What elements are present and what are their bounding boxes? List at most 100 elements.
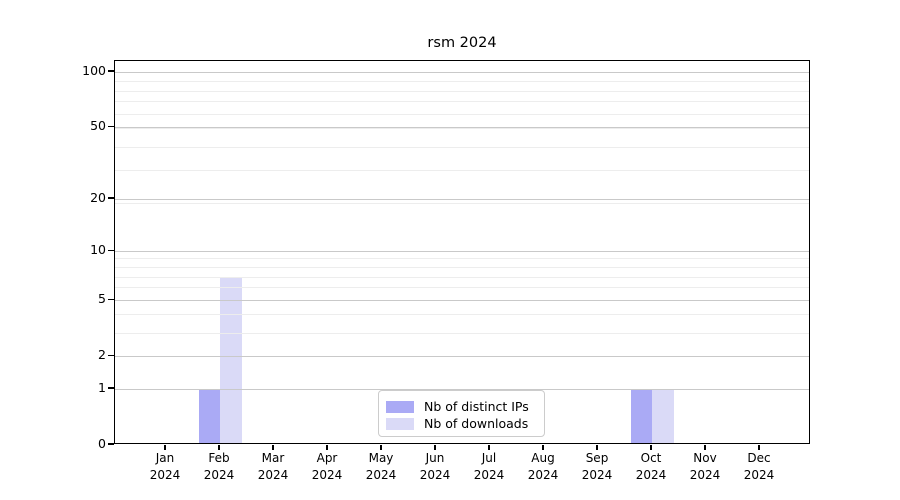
gridline-minor: [115, 72, 809, 74]
x-tick-label-line: 2024: [203, 467, 235, 482]
x-tick-mark: [380, 445, 382, 450]
legend-swatch-downloads: [386, 417, 414, 430]
y-tick-label: 5: [98, 291, 106, 307]
x-tick-mark: [704, 445, 706, 450]
x-tick-mark: [218, 445, 220, 450]
x-tick-label-line: Oct: [640, 451, 662, 465]
y-tick-label: 20: [90, 190, 106, 206]
x-tick-label-line: Aug: [531, 451, 555, 465]
gridline-major: [115, 198, 809, 200]
gridline-minor: [115, 332, 809, 334]
gridline-major: [115, 355, 809, 357]
gridline-minor: [115, 267, 809, 268]
x-tick-label-line: 2024: [473, 467, 505, 482]
x-tick-label-line: 2024: [419, 467, 451, 482]
gridline-minor: [115, 113, 809, 115]
x-tick-label-line: Sep: [585, 451, 609, 465]
gridline-minor: [115, 90, 809, 92]
y-tick-mark: [108, 197, 114, 199]
gridline-minor: [115, 128, 809, 130]
x-tick-label-line: May: [368, 451, 394, 465]
x-tick-label: Feb 2024: [187, 450, 251, 483]
gridline-major: [115, 126, 809, 128]
x-tick-mark: [272, 445, 274, 450]
legend-item-distinct-ips: Nb of distinct IPs: [386, 398, 536, 415]
y-tick-mark: [108, 70, 114, 72]
y-tick-label: 0: [98, 436, 106, 451]
x-tick-label: Dec 2024: [727, 450, 791, 483]
gridline-major: [115, 71, 809, 73]
gridline-minor: [115, 202, 809, 204]
gridline-major: [115, 388, 809, 390]
x-tick-mark: [164, 445, 166, 450]
x-tick-label-line: Apr: [316, 451, 338, 465]
bar-distinct-ips-feb: [198, 389, 220, 443]
legend: Nb of distinct IPs Nb of downloads: [378, 390, 545, 437]
gridline-major: [115, 299, 809, 301]
x-tick-label: Jul 2024: [457, 450, 521, 483]
bar-downloads-feb: [220, 277, 242, 443]
x-tick-label: Oct 2024: [619, 450, 683, 483]
x-tick-label-line: 2024: [743, 467, 775, 482]
x-tick-mark: [434, 445, 436, 450]
y-tick-label: 2: [98, 347, 106, 363]
y-tick-mark: [108, 443, 114, 445]
x-tick-label-line: Nov: [693, 451, 717, 465]
x-tick-label-line: Jun: [425, 451, 445, 465]
x-tick-label-line: Jul: [481, 451, 497, 465]
gridline-minor: [115, 146, 809, 148]
x-tick-label-line: 2024: [257, 467, 289, 482]
x-tick-label-line: 2024: [689, 467, 721, 482]
gridline-minor: [115, 81, 809, 82]
x-tick-label-line: Feb: [208, 451, 230, 465]
x-tick-label: Apr 2024: [295, 450, 359, 483]
x-tick-mark: [542, 445, 544, 450]
y-tick-mark: [108, 354, 114, 356]
x-tick-label-line: 2024: [635, 467, 667, 482]
y-tick-label: 100: [82, 63, 106, 79]
x-tick-mark: [488, 445, 490, 450]
x-tick-label: May 2024: [349, 450, 413, 483]
x-tick-label: Mar 2024: [241, 450, 305, 483]
x-tick-label: Jun 2024: [403, 450, 467, 483]
legend-label-downloads: Nb of downloads: [424, 416, 529, 431]
x-tick-mark: [326, 445, 328, 450]
x-tick-label-line: Jan: [155, 451, 175, 465]
x-tick-mark: [650, 445, 652, 450]
x-tick-mark: [596, 445, 598, 450]
chart-title: rsm 2024: [427, 35, 497, 51]
y-tick-mark: [108, 249, 114, 251]
x-tick-label-line: 2024: [311, 467, 343, 482]
y-tick-label: 10: [90, 242, 106, 258]
x-tick-label-line: 2024: [149, 467, 181, 482]
gridline-major: [115, 250, 809, 252]
gridline-minor: [115, 314, 809, 316]
gridline-minor: [115, 101, 809, 103]
x-tick-label: Aug 2024: [511, 450, 575, 483]
bar-distinct-ips-oct: [630, 389, 652, 443]
x-tick-label: Jan 2024: [133, 450, 197, 483]
gridline-minor: [115, 276, 809, 278]
gridline-minor: [115, 287, 809, 289]
x-tick-label: Nov 2024: [673, 450, 737, 483]
x-tick-mark: [758, 445, 760, 450]
bar-downloads-oct: [652, 389, 674, 443]
y-tick-label: 50: [90, 118, 106, 134]
legend-swatch-distinct-ips: [386, 400, 414, 413]
x-tick-label-line: 2024: [581, 467, 613, 482]
gridline-minor: [115, 169, 809, 171]
y-tick-mark: [108, 298, 114, 300]
legend-label-distinct-ips: Nb of distinct IPs: [424, 399, 529, 414]
y-tick-mark: [108, 387, 114, 389]
y-tick-mark: [108, 125, 114, 128]
x-tick-label-line: Dec: [747, 451, 771, 465]
legend-item-downloads: Nb of downloads: [386, 415, 536, 432]
x-tick-label: Sep 2024: [565, 450, 629, 483]
x-tick-label-line: 2024: [527, 467, 559, 482]
x-tick-label-line: Mar: [261, 451, 285, 465]
x-tick-label-line: 2024: [365, 467, 397, 482]
gridline-minor: [115, 258, 809, 260]
y-tick-label: 1: [98, 380, 106, 395]
plot-area: [114, 60, 810, 444]
